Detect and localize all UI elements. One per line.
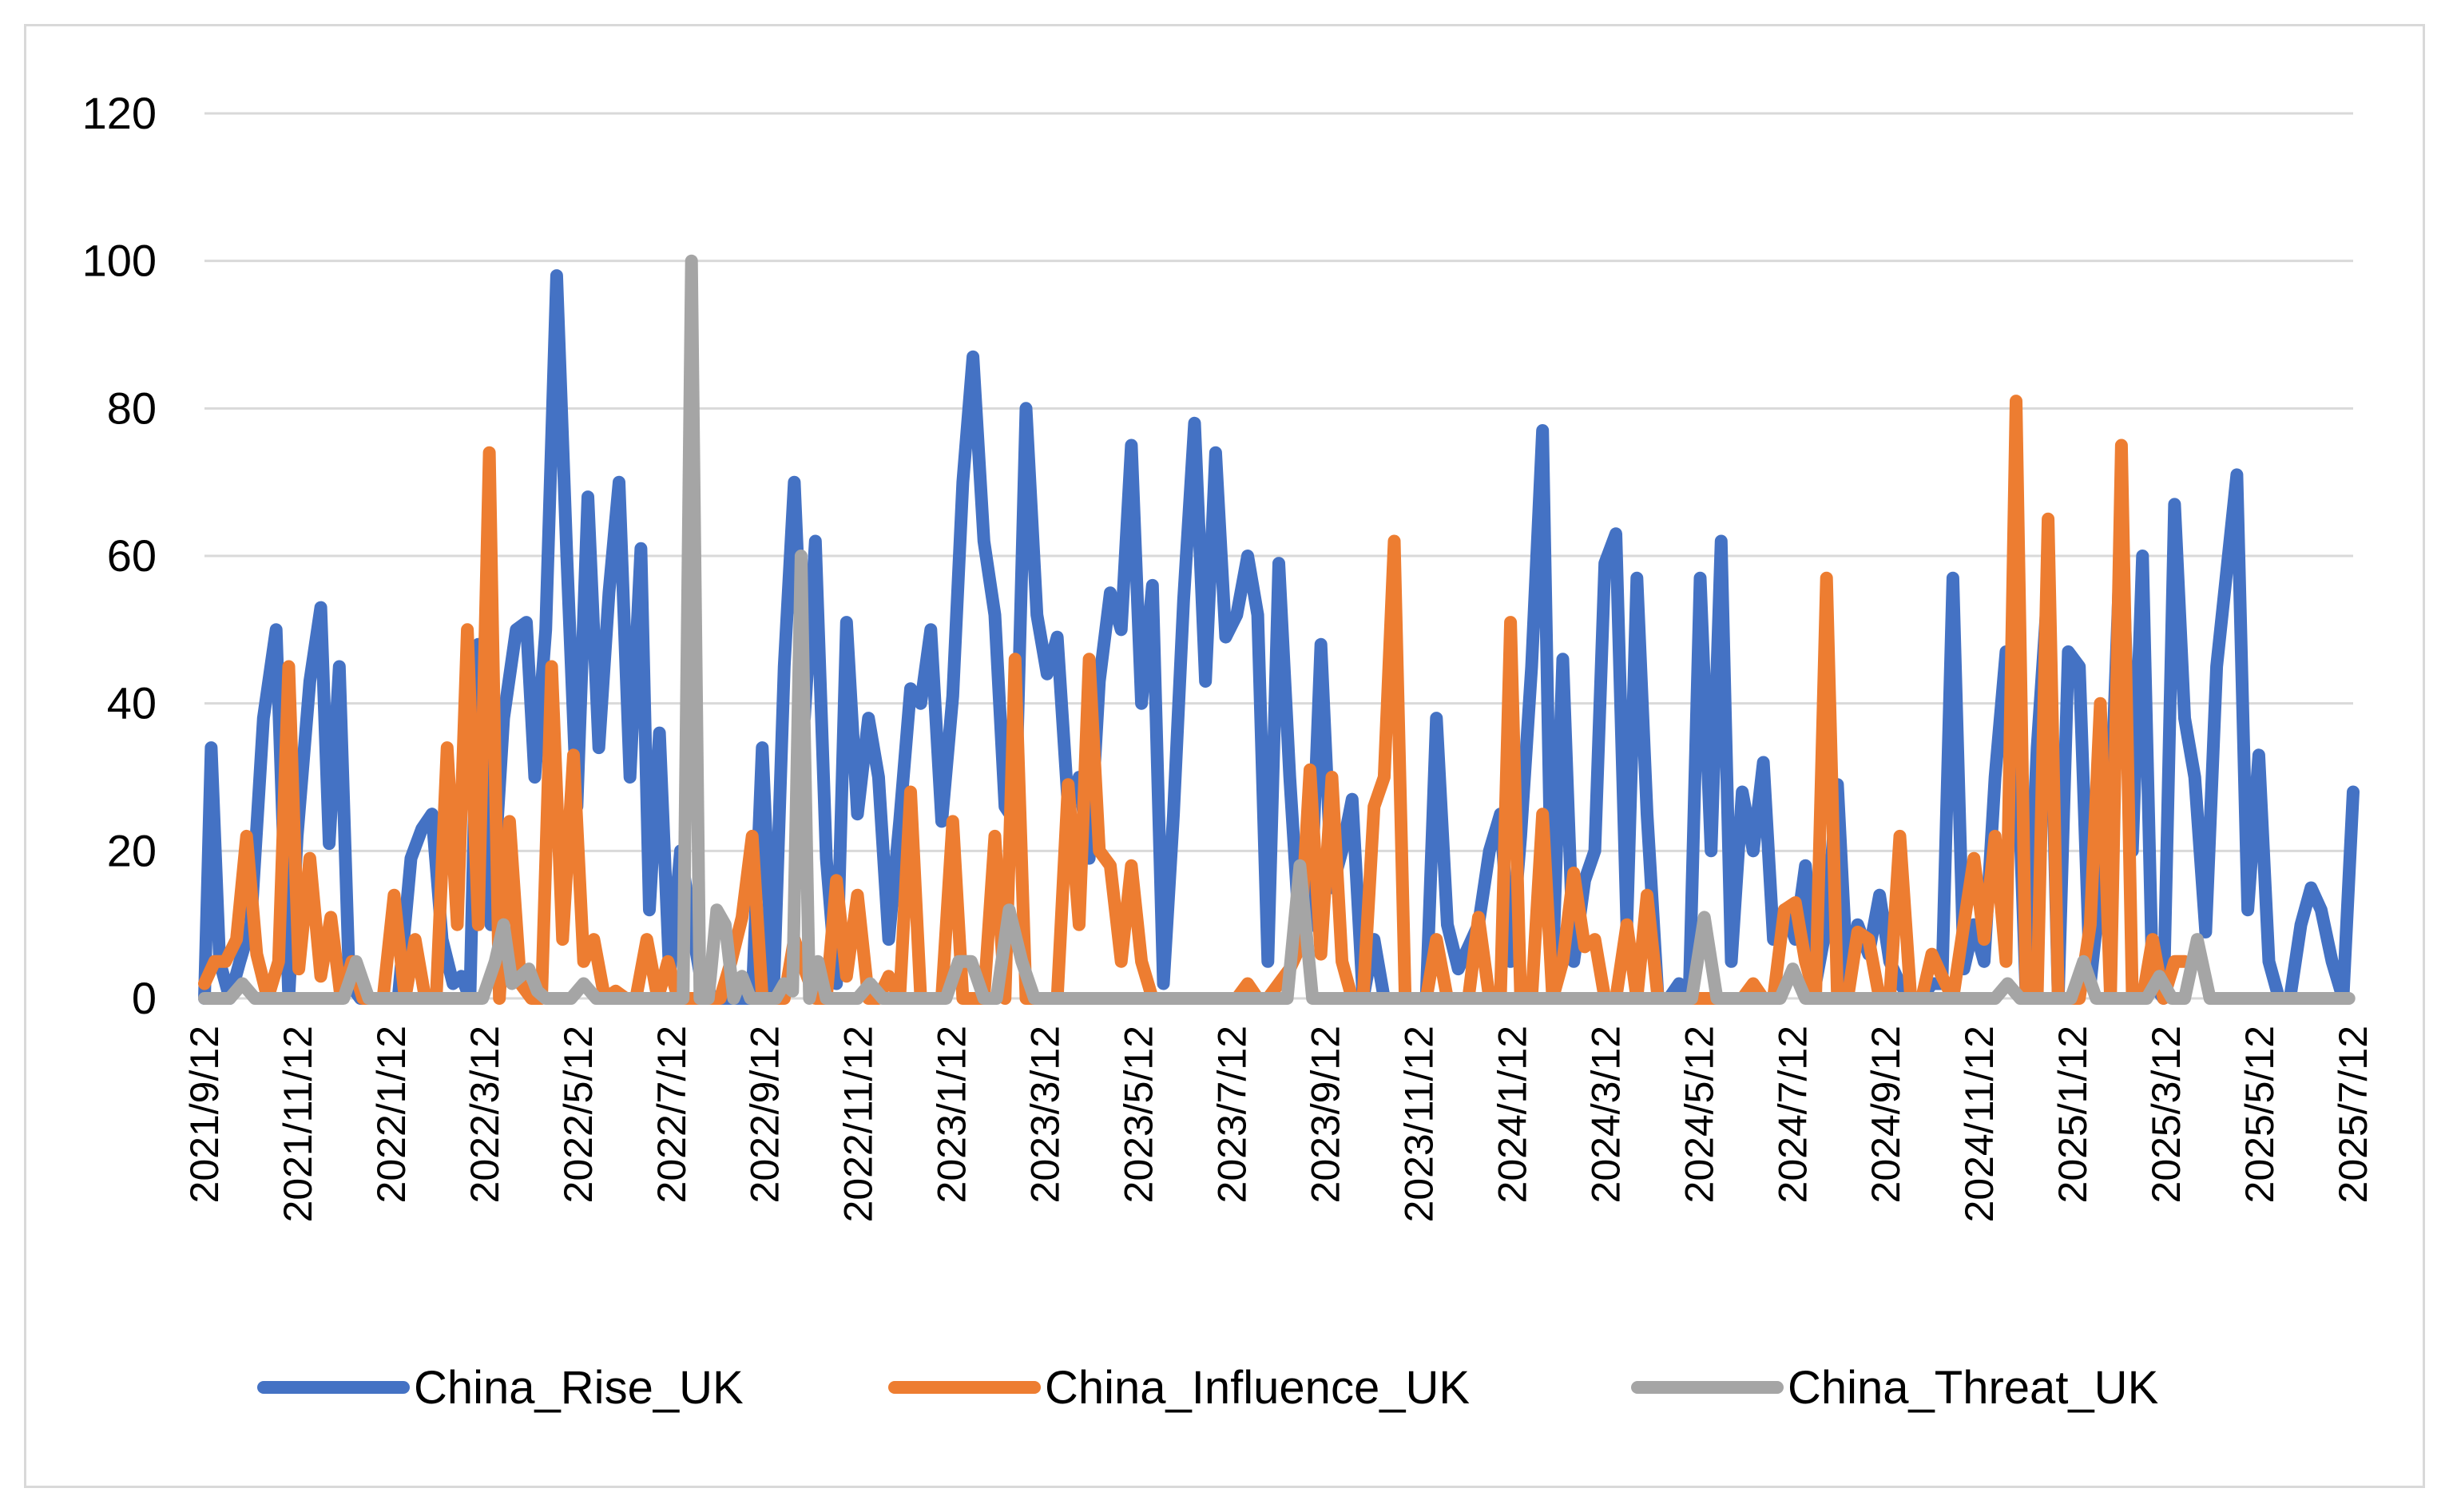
- x-tick-label: 2022/11/12: [836, 1026, 881, 1223]
- y-tick-label: 60: [107, 530, 157, 581]
- series-line-China_Threat_UK: [198, 254, 2356, 1005]
- x-tick-label: 2023/11/12: [1396, 1026, 1441, 1223]
- legend-label: China_Rise_UK: [414, 1362, 744, 1414]
- x-tick-label: 2023/7/12: [1210, 1026, 1255, 1203]
- x-tick-label: 2024/7/12: [1770, 1026, 1815, 1203]
- x-tick-label: 2022/1/12: [369, 1026, 414, 1203]
- series-line-China_Rise_UK: [198, 269, 2360, 1005]
- legend: China_Rise_UK China_Influence_UK China_Thr…: [257, 1362, 2159, 1414]
- y-tick-label: 100: [82, 236, 157, 286]
- y-tick-label: 120: [82, 88, 157, 138]
- y-tick-label: 0: [132, 973, 157, 1023]
- x-tick-label: 2022/7/12: [649, 1026, 694, 1203]
- y-tick-label: 80: [107, 383, 157, 433]
- series-lines: [198, 254, 2360, 1005]
- x-tick-label: 2024/11/12: [1957, 1026, 2002, 1223]
- x-tick-label: 2024/1/12: [1490, 1026, 1534, 1203]
- x-tick-label: 2023/9/12: [1303, 1026, 1348, 1203]
- x-tick-label: 2025/3/12: [2144, 1026, 2189, 1203]
- x-axis-ticks: 2021/9/12 2021/11/12 2022/1/12 2022/3/12 202…: [182, 1026, 2376, 1223]
- x-tick-label: 2022/5/12: [556, 1026, 601, 1203]
- y-axis-ticks: 0 20 40 60 80 100 120: [82, 88, 157, 1023]
- y-tick-label: 40: [107, 678, 157, 728]
- legend-label: China_Threat_UK: [1788, 1362, 2159, 1414]
- x-tick-label: 2022/9/12: [743, 1026, 788, 1203]
- x-tick-label: 2021/9/12: [182, 1026, 227, 1203]
- x-tick-label: 2025/1/12: [2050, 1026, 2095, 1203]
- x-tick-label: 2021/11/12: [276, 1026, 320, 1223]
- x-tick-label: 2024/5/12: [1677, 1026, 1721, 1203]
- x-tick-label: 2025/7/12: [2331, 1026, 2376, 1203]
- x-tick-label: 2023/3/12: [1023, 1026, 1068, 1203]
- x-tick-label: 2023/1/12: [930, 1026, 974, 1203]
- x-tick-label: 2022/3/12: [462, 1026, 507, 1203]
- x-tick-label: 2023/5/12: [1117, 1026, 1161, 1203]
- legend-label: China_Influence_UK: [1045, 1362, 1470, 1414]
- y-tick-label: 20: [107, 825, 157, 875]
- x-tick-label: 2025/5/12: [2237, 1026, 2282, 1203]
- x-tick-label: 2024/3/12: [1583, 1026, 1628, 1203]
- x-tick-label: 2024/9/12: [1864, 1026, 1908, 1203]
